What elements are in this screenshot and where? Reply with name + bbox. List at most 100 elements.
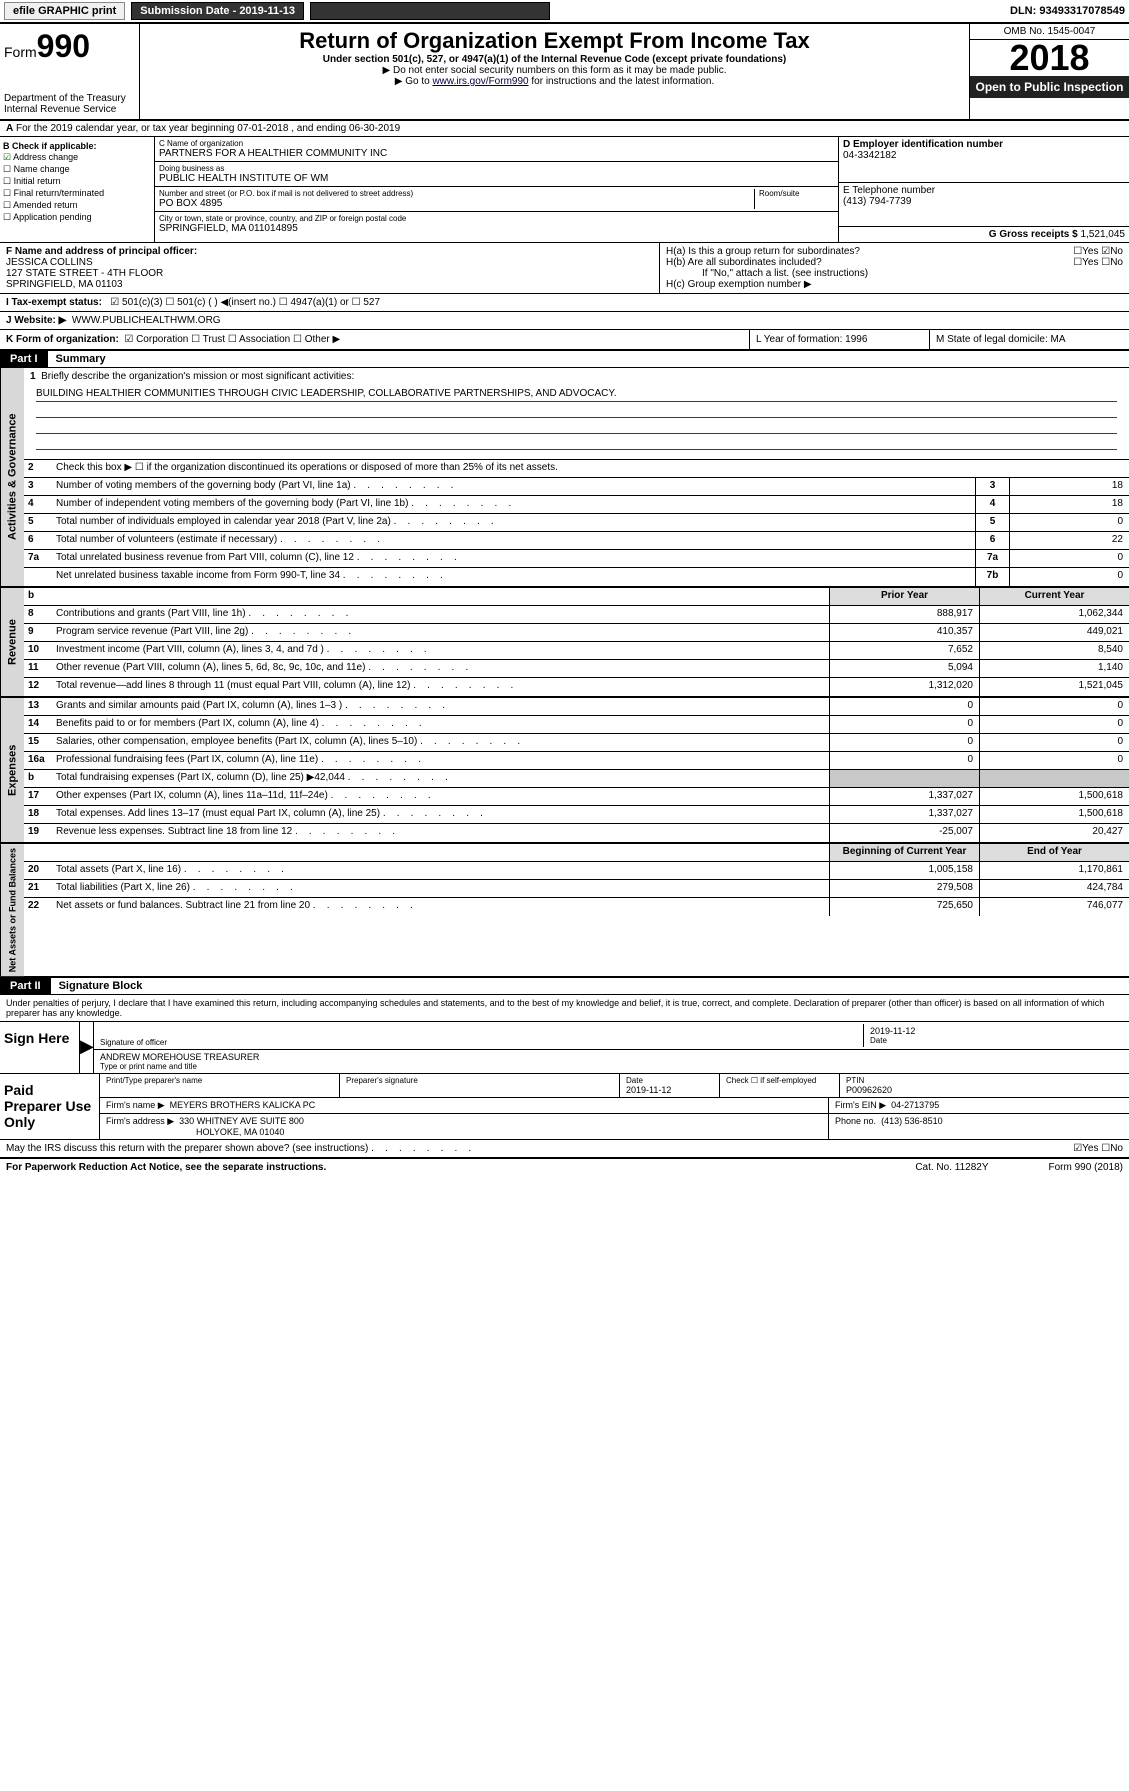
table-row: 7aTotal unrelated business revenue from … bbox=[24, 550, 1129, 568]
check-initial-return[interactable]: Initial return bbox=[3, 176, 151, 187]
blank-button bbox=[310, 2, 550, 20]
table-row: 5Total number of individuals employed in… bbox=[24, 514, 1129, 532]
footer-row: For Paperwork Reduction Act Notice, see … bbox=[0, 1158, 1129, 1176]
table-row: 6Total number of volunteers (estimate if… bbox=[24, 532, 1129, 550]
expenses-side-label: Expenses bbox=[0, 698, 24, 842]
sign-block: Sign Here ▶ Signature of officer 2019-11… bbox=[0, 1022, 1129, 1074]
gross-receipts-value: 1,521,045 bbox=[1081, 229, 1126, 240]
table-row: 18Total expenses. Add lines 13–17 (must … bbox=[24, 806, 1129, 824]
table-row: bTotal fundraising expenses (Part IX, co… bbox=[24, 770, 1129, 788]
ha-question: H(a) Is this a group return for subordin… bbox=[666, 246, 1073, 257]
part2-title: Signature Block bbox=[51, 978, 151, 994]
discuss-answer: ☑Yes ☐No bbox=[1073, 1143, 1123, 1154]
tax-year: 2018 bbox=[970, 40, 1129, 76]
prior-year-header: Prior Year bbox=[829, 588, 979, 605]
table-row: 10Investment income (Part VIII, column (… bbox=[24, 642, 1129, 660]
submission-date-button[interactable]: Submission Date - 2019-11-13 bbox=[131, 2, 304, 20]
tax-exempt-row: I Tax-exempt status: ☑ 501(c)(3) ☐ 501(c… bbox=[0, 294, 1129, 312]
paid-preparer-label: Paid Preparer Use Only bbox=[0, 1074, 100, 1139]
sig-date: 2019-11-12 bbox=[870, 1026, 1117, 1036]
officer-group-row: F Name and address of principal officer:… bbox=[0, 243, 1129, 294]
form-subtitle: Under section 501(c), 527, or 4947(a)(1)… bbox=[148, 54, 961, 65]
table-row: 9Program service revenue (Part VIII, lin… bbox=[24, 624, 1129, 642]
netassets-section: Net Assets or Fund Balances Beginning of… bbox=[0, 844, 1129, 978]
section-a-dates: A For the 2019 calendar year, or tax yea… bbox=[0, 121, 1129, 137]
website-row: J Website: ▶ WWW.PUBLICHEALTHWM.ORG bbox=[0, 312, 1129, 330]
org-name: PARTNERS FOR A HEALTHIER COMMUNITY INC bbox=[159, 148, 834, 159]
table-row: 21Total liabilities (Part X, line 26)279… bbox=[24, 880, 1129, 898]
ein-value: 04-3342182 bbox=[843, 150, 1125, 161]
check-name-change[interactable]: Name change bbox=[3, 164, 151, 175]
part2-header: Part II Signature Block bbox=[0, 978, 1129, 995]
sig-date-label: Date bbox=[870, 1036, 1117, 1045]
city-label: City or town, state or province, country… bbox=[159, 214, 834, 223]
hb-note: If "No," attach a list. (see instruction… bbox=[666, 268, 1123, 279]
officer-label: F Name and address of principal officer: bbox=[6, 246, 653, 257]
year-formation: L Year of formation: 1996 bbox=[749, 330, 929, 349]
table-row: 3Number of voting members of the governi… bbox=[24, 478, 1129, 496]
part1-tab: Part I bbox=[0, 351, 48, 367]
footer-form: Form 990 (2018) bbox=[1049, 1162, 1123, 1173]
table-row: 4Number of independent voting members of… bbox=[24, 496, 1129, 514]
table-row: 11Other revenue (Part VIII, column (A), … bbox=[24, 660, 1129, 678]
arrow-icon: ▶ bbox=[80, 1022, 94, 1073]
addr-label: Number and street (or P.O. box if mail i… bbox=[159, 189, 754, 198]
dba-label: Doing business as bbox=[159, 164, 834, 173]
discuss-row: May the IRS discuss this return with the… bbox=[0, 1140, 1129, 1158]
table-row: 15Salaries, other compensation, employee… bbox=[24, 734, 1129, 752]
mission-text: BUILDING HEALTHIER COMMUNITIES THROUGH C… bbox=[36, 388, 1117, 402]
part1-header: Part I Summary bbox=[0, 351, 1129, 368]
mission-label: Briefly describe the organization's miss… bbox=[41, 371, 354, 382]
sig-name: ANDREW MOREHOUSE TREASURER bbox=[100, 1052, 1123, 1062]
footer-left: For Paperwork Reduction Act Notice, see … bbox=[6, 1162, 326, 1173]
check-address-change[interactable]: Address change bbox=[3, 152, 151, 163]
table-row: 22Net assets or fund balances. Subtract … bbox=[24, 898, 1129, 916]
street-address: PO BOX 4895 bbox=[159, 198, 754, 209]
city-state-zip: SPRINGFIELD, MA 011014895 bbox=[159, 223, 834, 234]
end-year-header: End of Year bbox=[979, 844, 1129, 861]
telephone-label: E Telephone number bbox=[843, 185, 1125, 196]
org-info-block: B Check if applicable: Address change Na… bbox=[0, 137, 1129, 243]
dept-text: Department of the Treasury Internal Reve… bbox=[4, 93, 135, 115]
sig-name-label: Type or print name and title bbox=[100, 1062, 1123, 1071]
top-bar: efile GRAPHIC print Submission Date - 20… bbox=[0, 0, 1129, 24]
table-row: 13Grants and similar amounts paid (Part … bbox=[24, 698, 1129, 716]
hb-question: H(b) Are all subordinates included? bbox=[666, 257, 1073, 268]
irs-link[interactable]: www.irs.gov/Form990 bbox=[432, 76, 528, 87]
revenue-section: Revenue b Prior Year Current Year 8Contr… bbox=[0, 588, 1129, 698]
officer-name: JESSICA COLLINS bbox=[6, 257, 653, 268]
hb-answer: ☐Yes ☐No bbox=[1073, 257, 1123, 268]
form-header: Form990 Department of the Treasury Inter… bbox=[0, 24, 1129, 121]
form-number: Form990 bbox=[4, 28, 135, 65]
efile-button[interactable]: efile GRAPHIC print bbox=[4, 2, 125, 20]
footer-cat: Cat. No. 11282Y bbox=[915, 1162, 988, 1173]
perjury-text: Under penalties of perjury, I declare th… bbox=[0, 995, 1129, 1022]
check-final-return[interactable]: Final return/terminated bbox=[3, 188, 151, 199]
officer-addr1: 127 STATE STREET - 4TH FLOOR bbox=[6, 268, 653, 279]
org-name-label: C Name of organization bbox=[159, 139, 834, 148]
governance-section: Activities & Governance 1 Briefly descri… bbox=[0, 368, 1129, 588]
telephone-value: (413) 794-7739 bbox=[843, 196, 1125, 207]
firm-name: MEYERS BROTHERS KALICKA PC bbox=[170, 1100, 316, 1110]
table-row: 19Revenue less expenses. Subtract line 1… bbox=[24, 824, 1129, 842]
firm-addr2: HOLYOKE, MA 01040 bbox=[106, 1127, 822, 1137]
revenue-side-label: Revenue bbox=[0, 588, 24, 696]
part1-title: Summary bbox=[48, 351, 114, 367]
expenses-section: Expenses 13Grants and similar amounts pa… bbox=[0, 698, 1129, 844]
ha-answer: ☐Yes ☑No bbox=[1073, 246, 1123, 257]
dln-text: DLN: 93493317078549 bbox=[1010, 5, 1125, 17]
table-row: 16aProfessional fundraising fees (Part I… bbox=[24, 752, 1129, 770]
form-title: Return of Organization Exempt From Incom… bbox=[148, 28, 961, 54]
sign-here-label: Sign Here bbox=[0, 1022, 80, 1073]
table-row: 17Other expenses (Part IX, column (A), l… bbox=[24, 788, 1129, 806]
check-application-pending[interactable]: Application pending bbox=[3, 212, 151, 223]
gross-receipts-label: G Gross receipts $ bbox=[989, 229, 1078, 240]
firm-addr1: 330 WHITNEY AVE SUITE 800 bbox=[179, 1116, 304, 1126]
current-year-header: Current Year bbox=[979, 588, 1129, 605]
sig-officer-label: Signature of officer bbox=[100, 1038, 863, 1047]
check-amended[interactable]: Amended return bbox=[3, 200, 151, 211]
table-row: 20Total assets (Part X, line 16)1,005,15… bbox=[24, 862, 1129, 880]
self-employed-check[interactable]: Check ☐ if self-employed bbox=[726, 1076, 833, 1085]
room-label: Room/suite bbox=[759, 189, 834, 198]
firm-phone: (413) 536-8510 bbox=[881, 1116, 943, 1126]
